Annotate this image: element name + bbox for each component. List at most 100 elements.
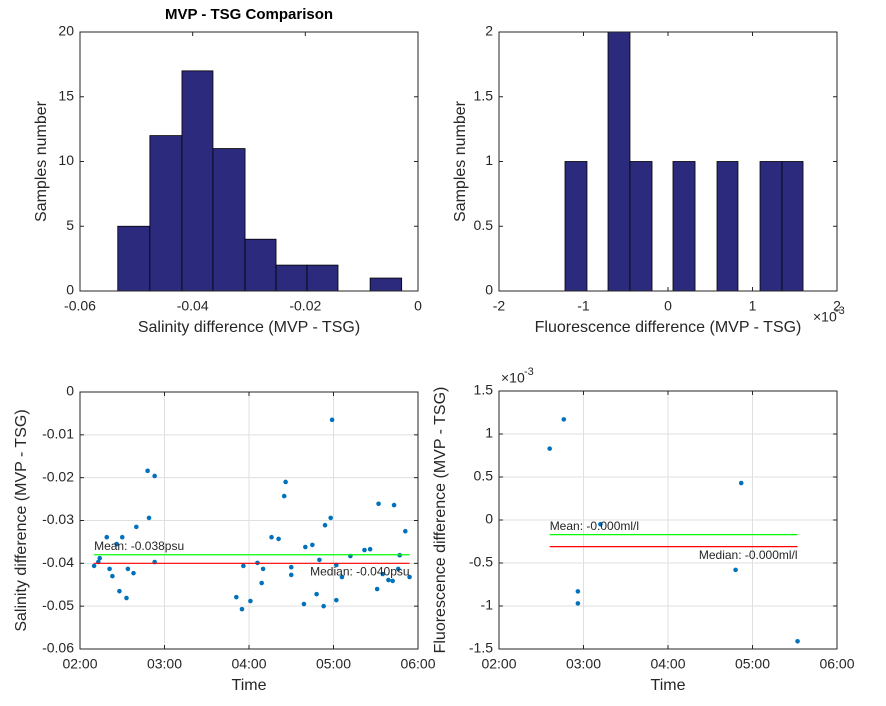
point [288, 564, 294, 570]
bar [716, 161, 739, 292]
point [91, 563, 97, 569]
point [234, 594, 239, 600]
axes-box [498, 31, 838, 292]
x-tick-label: -1 [577, 298, 590, 314]
y-tick-label: 1 [485, 425, 493, 441]
point [339, 574, 345, 580]
bar [564, 161, 588, 292]
y-tick-label: 1.5 [474, 87, 494, 103]
point [390, 578, 395, 584]
point [733, 567, 738, 573]
point [376, 501, 381, 507]
point [391, 502, 397, 508]
point [380, 571, 386, 577]
x-tick-label: 03:00 [566, 656, 601, 672]
point [303, 544, 308, 550]
point [259, 580, 264, 586]
point [547, 446, 552, 451]
bar [607, 31, 631, 292]
point [152, 473, 157, 479]
point [374, 586, 380, 592]
axes-box [79, 31, 419, 292]
y-axis-label: Fluorescence difference (MVP - TSG) [432, 387, 449, 654]
bar [149, 135, 183, 292]
point [281, 493, 287, 499]
y-tick-label: 1 [485, 152, 493, 168]
point [362, 547, 367, 553]
y-tick-label: 20 [58, 23, 74, 39]
point [367, 546, 373, 552]
bar [369, 277, 403, 292]
point [276, 536, 281, 542]
y-tick-label: 0.5 [474, 217, 494, 233]
x-axis-label: Fluorescence difference (MVP - TSG) [535, 319, 802, 336]
point [114, 541, 119, 547]
y-tick-label: -0.06 [42, 640, 74, 656]
point [386, 577, 391, 583]
x-tick-label: 05:00 [316, 656, 351, 672]
point [269, 534, 274, 540]
point [575, 589, 581, 594]
axes-box [79, 391, 419, 650]
bar [759, 161, 783, 292]
y-tick-label: 10 [58, 152, 74, 168]
x-tick-label: 03:00 [147, 656, 182, 672]
y-axis-label: Samples number [452, 100, 469, 222]
point [321, 603, 326, 609]
point [598, 522, 603, 527]
bar [275, 264, 308, 292]
x-tick-label: 06:00 [819, 656, 854, 672]
y-axis-label: Salinity difference (MVP - TSG) [13, 409, 30, 631]
x-tick-label: 05:00 [735, 656, 770, 672]
point [260, 566, 266, 572]
x-tick-label: 0 [414, 298, 422, 314]
y-tick-label: 0 [485, 511, 493, 527]
bar [672, 161, 696, 292]
y-tick-label: 0 [66, 383, 74, 399]
axes-box [498, 390, 838, 650]
y-tick-label: -0.5 [469, 554, 493, 570]
point [329, 417, 335, 423]
point [241, 563, 246, 569]
exponent-power: -3 [835, 305, 845, 317]
point [124, 595, 129, 601]
x-tick-label: 02:00 [481, 656, 516, 672]
point [248, 598, 253, 604]
exponent-base: ×10 [813, 309, 837, 325]
bar [306, 264, 339, 292]
y-tick-label: -1.5 [469, 640, 493, 656]
x-tick-label: 0 [664, 298, 672, 314]
point [104, 534, 110, 540]
exponent-power: -3 [524, 366, 534, 378]
chart-title: MVP - TSG Comparison [165, 6, 333, 23]
point [107, 566, 112, 572]
point [317, 557, 322, 563]
y-tick-label: -0.03 [42, 511, 74, 527]
point [407, 574, 412, 580]
point [334, 597, 339, 603]
x-tick-label: 1 [749, 298, 757, 314]
bar [117, 225, 151, 292]
y-tick-label: 0 [66, 282, 74, 298]
reference-label: Mean: -0.038psu [94, 539, 184, 553]
x-axis-label: Time [651, 677, 686, 694]
point [117, 588, 122, 594]
y-tick-label: -0.05 [42, 597, 74, 613]
x-axis-label: Salinity difference (MVP - TSG) [138, 319, 360, 336]
reference-label: Median: -0.040psu [310, 565, 409, 579]
y-tick-label: -1 [481, 597, 494, 613]
y-tick-label: 0 [485, 282, 493, 298]
point [328, 515, 333, 521]
x-tick-label: 02:00 [62, 656, 97, 672]
x-tick-label: 04:00 [650, 656, 685, 672]
bar [181, 70, 214, 292]
y-tick-label: 15 [58, 87, 74, 103]
point [110, 573, 115, 579]
x-tick-label: -0.04 [177, 298, 209, 314]
bar [244, 238, 277, 292]
x-tick-label: -0.02 [289, 298, 321, 314]
exponent-base: ×10 [501, 370, 525, 386]
x-tick-label: 2 [833, 298, 841, 314]
point [395, 566, 401, 572]
